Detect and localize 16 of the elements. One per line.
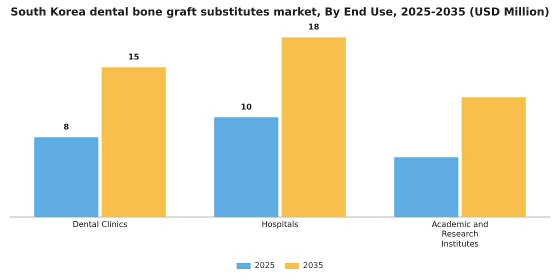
- bar: [102, 67, 166, 218]
- legend-label: 2025: [254, 261, 275, 270]
- bar: [462, 97, 526, 218]
- x-tick-label: Academic and Research Institutes: [432, 220, 488, 248]
- legend-label: 2035: [303, 261, 324, 270]
- bar: [394, 157, 458, 218]
- bar: [214, 117, 278, 218]
- chart-title: South Korea dental bone graft substitutes market, By End Use, 2025-2035 (USD Million): [10, 5, 550, 18]
- data-label: 8: [63, 122, 70, 132]
- bar: [282, 37, 346, 218]
- x-tick-label: Hospitals: [262, 220, 298, 230]
- data-label: 18: [308, 22, 320, 32]
- x-tick-label: Dental Clinics: [72, 220, 128, 230]
- bar: [34, 137, 98, 218]
- data-label: 15: [128, 52, 140, 62]
- data-label: 10: [240, 102, 252, 112]
